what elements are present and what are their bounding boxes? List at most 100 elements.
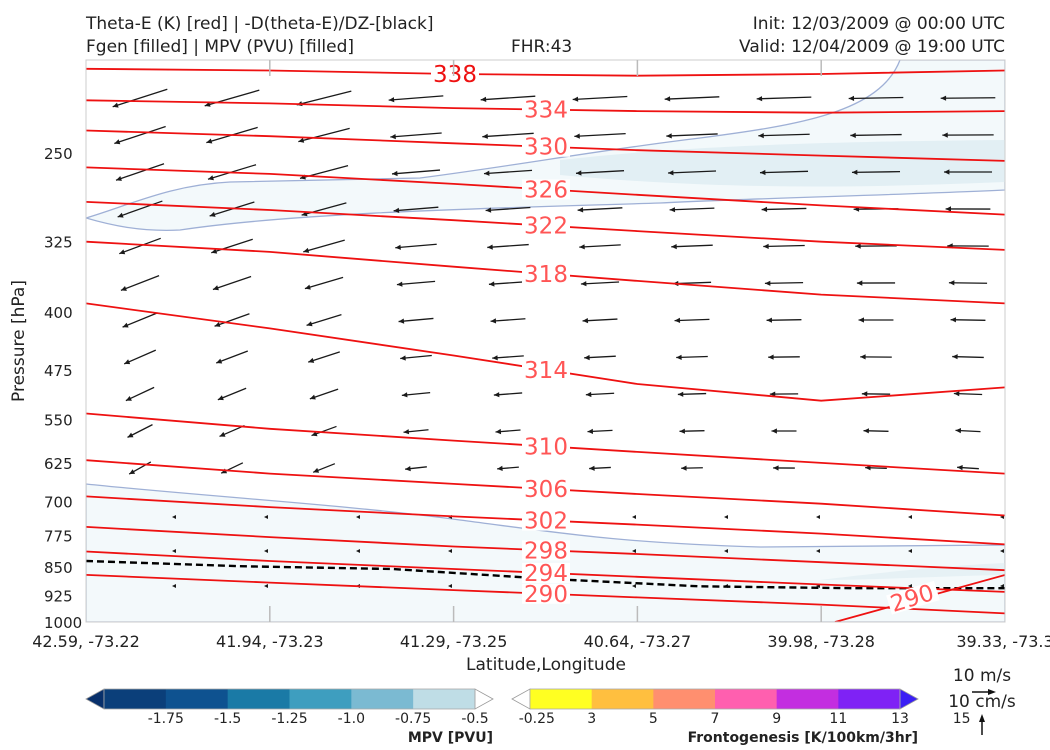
wind-vector [587,428,613,434]
wind-vector [120,274,160,292]
wind-vector [308,351,340,363]
theta-e-label: 294 [524,561,568,587]
x-tick-label: 42.59, -73.22 [32,632,140,651]
wind-vector [724,515,728,519]
wind-vector [448,584,452,588]
colorbar-title: MPV [PVU] [408,730,493,746]
wind-vector [400,354,432,361]
y-tick-label: 475 [44,362,73,380]
wind-vector [756,96,812,102]
wind-vector [664,96,720,102]
theta-e-label: 326 [524,177,568,203]
theta-e-label: 302 [524,509,568,535]
wind-vector [667,170,717,176]
wind-ref-w-label: 10 cm/s [948,692,1016,712]
colorbar-extend-left [511,688,531,710]
wind-vector [264,584,268,588]
wind-vector [676,354,708,360]
y-tick-label: 925 [44,588,73,606]
colorbar-segment [165,689,229,709]
wind-vector [940,95,996,101]
wind-vector [211,238,253,254]
colorbar-segment [653,689,716,709]
colorbar-extend-right [474,688,494,710]
wind-vector [856,280,896,286]
wind-vector [398,317,434,324]
wind-vector [850,132,902,138]
y-axis-label: Pressure [hPa] [9,280,29,402]
wind-vector [585,391,615,398]
colorbar-segment [591,689,654,709]
wind-vector [395,243,437,250]
title-left-line2: Fgen [filled] | MPV (PVU) [filled] [86,37,355,57]
theta-e-label: 290 [524,582,568,608]
wind-vector [769,391,799,397]
colorbar-segment [351,689,414,709]
theta-e-label: 338 [433,62,477,88]
title-left-line1: Theta-E (K) [red] | -D(theta-E)/DZ-[blac… [86,14,434,34]
wind-vector [582,318,618,324]
wind-vector [677,391,707,397]
theta-e-label: 334 [524,98,568,124]
wind-vector [758,133,810,139]
plot-frame [85,59,1006,623]
mpv-region-upper-core [560,140,1005,187]
y-tick-label: 325 [44,234,73,252]
x-axis-label: Latitude,Longitude [466,655,626,675]
colorbar-segment [530,689,593,709]
colorbar-segment [289,689,352,709]
wind-vector [861,391,891,397]
wind-vector [575,170,625,176]
colorbar-frame [529,688,901,710]
colorbar-tick-label: 5 [649,711,658,727]
wind-vector [773,465,795,471]
colorbar-segment [227,689,290,709]
wind-vector [448,549,452,553]
colorbar-tick-label: 3 [587,711,596,727]
wind-vector [482,132,534,139]
x-tick-label: 40.64, -73.27 [584,632,692,651]
colorbar-tick-label: -1.0 [338,711,365,727]
wind-vector [127,424,153,438]
forecast-hour: FHR:43 [511,37,573,57]
colorbar-tick-label: -0.25 [519,711,555,727]
wind-vector [863,428,889,434]
wind-vector [391,169,441,177]
theta-e-label: 306 [524,477,568,503]
colorbar-tick-label: -1.25 [271,711,307,727]
wind-vector [298,127,350,143]
wind-ref-w-arrowhead [979,714,985,722]
colorbar-tick-label: 11 [829,711,847,727]
wind-vector [816,515,820,519]
wind-vector [219,424,245,438]
colorbar-tick-label: 9 [772,711,781,727]
colorbar-tick-label: 13 [891,711,909,727]
valid-time: Valid: 12/04/2009 @ 19:00 UTC [739,37,1005,57]
colorbar-tick-label: 7 [711,711,720,727]
wind-vector [119,237,161,255]
wind-vector [204,89,260,107]
wind-vector [304,276,344,290]
theta-e-label: 310 [524,434,568,460]
y-tick-label: 1000 [44,614,82,632]
wind-vector [761,206,807,212]
wind-vector [908,515,912,519]
wind-vector [589,465,611,471]
wind-vector [480,95,536,102]
wind-vector [943,169,993,175]
wind-vector [953,391,983,397]
y-tick-label: 850 [44,559,73,577]
wind-vector [679,428,705,434]
y-tick-label: 250 [44,145,73,163]
wind-vector [490,318,526,324]
wind-vector [306,314,342,327]
wind-vector [942,132,994,138]
wind-vector [488,281,528,287]
wind-vector [356,515,360,519]
colorbar-title: Frontogenesis [K/100km/3hr] [688,730,918,746]
y-tick-label: 700 [44,493,73,511]
wind-vector [681,465,703,471]
wind-vector [112,88,168,108]
wind-vector [212,275,252,291]
mpv-colorbar: -1.75 -1.5 -1.25 -1.0 -0.75 -0.5 -0.25 MPV [PVU… [85,688,555,746]
